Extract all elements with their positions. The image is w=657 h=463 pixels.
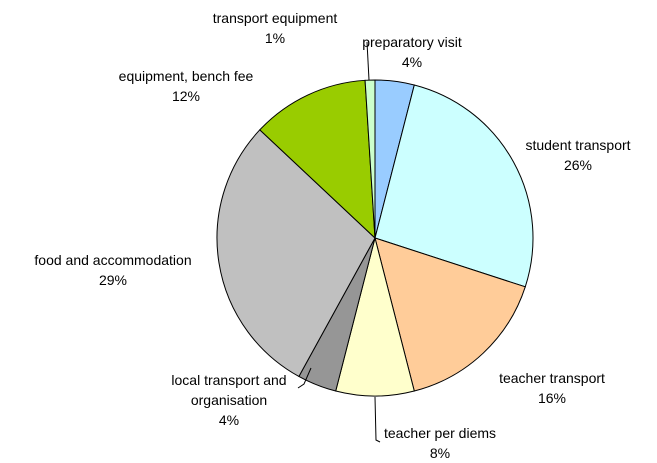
- pie-slice: [216, 129, 376, 378]
- leader-line: [374, 396, 381, 443]
- value-label: 12%: [171, 88, 201, 104]
- category-label: transport equipment: [212, 10, 338, 26]
- value-label: 26%: [563, 157, 593, 173]
- category-label: teacher per diems: [383, 425, 497, 441]
- value-label: 8%: [429, 445, 451, 461]
- slice-label: student transport 26%: [525, 135, 630, 175]
- value-label: 4%: [218, 412, 240, 428]
- category-label: equipment, bench fee: [118, 68, 254, 84]
- value-label: 1%: [264, 30, 286, 46]
- pie-slice: [364, 79, 376, 239]
- value-label: 4%: [401, 54, 423, 70]
- pie: [216, 79, 534, 397]
- value-label: 29%: [98, 272, 128, 288]
- pie-slice: [374, 237, 526, 392]
- category-label: preparatory visit: [362, 34, 462, 50]
- slice-label: local transport and organisation 4%: [154, 370, 304, 430]
- slice-label: transport equipment 1%: [213, 8, 338, 48]
- category-label: food and accommodation: [34, 252, 192, 268]
- value-label: 16%: [537, 390, 567, 406]
- slice-label: food and accommodation 29%: [34, 250, 191, 290]
- pie-slice: [374, 84, 534, 288]
- category-label: teacher transport: [499, 370, 605, 386]
- pie-slice: [259, 79, 376, 240]
- slice-label: preparatory visit 4%: [362, 32, 462, 72]
- leader-line: [366, 41, 370, 81]
- leader-line: [297, 367, 312, 389]
- category-label: student transport: [525, 137, 631, 153]
- category-label: local transport and organisation: [171, 372, 287, 408]
- slice-label: teacher transport 16%: [499, 368, 605, 408]
- slice-label: equipment, bench fee 12%: [119, 66, 254, 106]
- slice-label: teacher per diems 8%: [384, 423, 496, 463]
